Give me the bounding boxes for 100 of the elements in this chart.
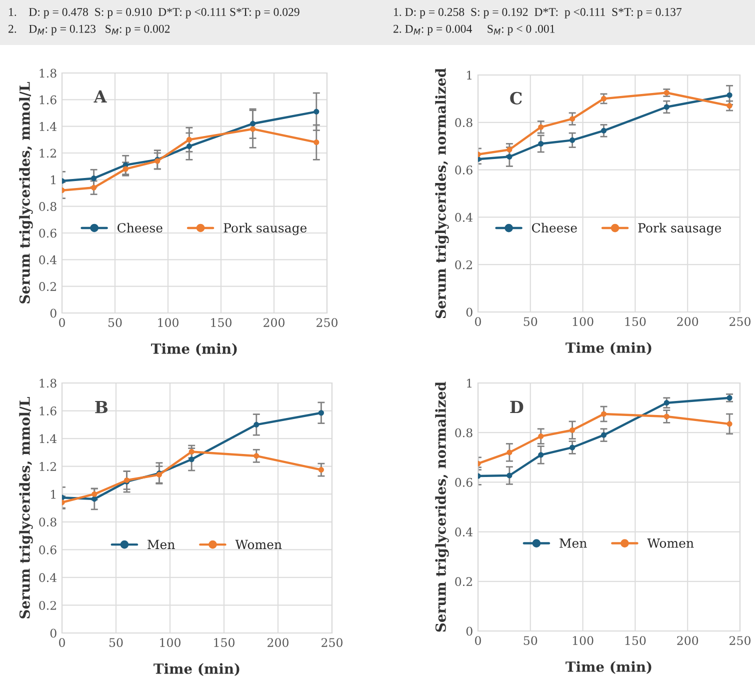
y-tick-label: 0.8 (39, 518, 56, 527)
text: B (95, 401, 108, 414)
y-tick-label: 0.8 (455, 428, 472, 438)
x-tick-label: 200 (268, 638, 288, 647)
point (254, 453, 260, 459)
y-tick-label: 0.2 (39, 600, 56, 610)
y-tick-label: 0.4 (39, 573, 57, 582)
y-tick-label: 0 (50, 308, 56, 318)
point (314, 108, 320, 114)
x-tick-label: 200 (677, 636, 698, 645)
point (538, 140, 544, 147)
point (726, 421, 732, 427)
y-tick-label: 1.8 (40, 68, 56, 78)
point (250, 120, 256, 126)
point (188, 456, 194, 462)
text: 2. D$_{M}$: p = 0.123 S$_{M}$: p = 0.002 (8, 24, 170, 36)
x-tick-label: 0 (475, 317, 481, 326)
x-tick-label: 50 (524, 317, 538, 326)
point (538, 434, 544, 440)
y-axis-title: Serum triglycerides, mmol/L (19, 82, 33, 304)
x-tick-label: 250 (316, 318, 338, 327)
point (600, 411, 607, 417)
x-axis-title: Time (min) (566, 661, 652, 674)
y-tick-label: 0.2 (455, 577, 472, 586)
point (92, 496, 98, 502)
y-tick-label: 1.6 (40, 406, 56, 416)
x-tick-label: 100 (158, 318, 178, 327)
y-tick-label: 0.4 (455, 528, 473, 536)
point (122, 166, 128, 172)
point (570, 137, 576, 143)
point (186, 144, 192, 150)
point (600, 96, 607, 102)
x-tick-label: 50 (524, 636, 538, 645)
y-tick-label: 0 (50, 628, 56, 638)
x-tick-label: 100 (160, 638, 180, 647)
point (506, 146, 512, 152)
legend-label: Women (235, 540, 282, 550)
legend-label: Cheese (118, 222, 162, 233)
point (570, 444, 576, 450)
x-tick-label: 250 (322, 638, 342, 647)
text: 1. D: p = 0.478 S: p = 0.910 D*T: p <0.111 S*T: p = 0.029 (9, 8, 300, 18)
x-tick-label: 0 (59, 318, 65, 327)
y-tick-label: 0.2 (455, 260, 472, 270)
point (538, 452, 544, 458)
y-tick-label: 0.6 (39, 228, 56, 238)
point (250, 126, 256, 132)
x-axis-title: Time (min) (566, 342, 652, 355)
y-tick-label: 0 (466, 308, 472, 317)
point (186, 136, 192, 142)
y-tick-label: 0.8 (455, 118, 472, 128)
y-tick-label: 0.2 (39, 282, 56, 291)
x-tick-label: 200 (264, 318, 284, 327)
x-axis-title: Time (min) (151, 343, 237, 356)
legend-label: Men (560, 538, 587, 548)
point (188, 448, 194, 455)
y-tick-label: 1 (51, 490, 56, 499)
point (570, 427, 576, 433)
point (318, 410, 324, 416)
y-tick-label: 0 (466, 626, 472, 636)
x-tick-label: 250 (730, 317, 750, 326)
x-tick-label: 150 (625, 636, 646, 645)
point (538, 124, 544, 130)
point (91, 184, 97, 190)
x-tick-label: 100 (572, 317, 594, 326)
point (506, 450, 512, 456)
x-tick-label: 150 (625, 317, 646, 326)
y-tick-label: 0.4 (39, 255, 57, 264)
point (726, 92, 732, 98)
y-tick-label: 1 (51, 175, 56, 184)
y-tick-label: 1.2 (40, 462, 56, 471)
y-tick-label: 1.4 (40, 122, 57, 131)
point (664, 400, 670, 406)
point (506, 154, 512, 160)
y-tick-label: 1.4 (40, 434, 57, 444)
x-tick-label: 50 (108, 318, 122, 327)
point (254, 422, 260, 428)
point (600, 432, 607, 438)
x-tick-label: 50 (109, 638, 123, 647)
point (314, 140, 320, 146)
y-tick-label: 0.4 (455, 212, 473, 222)
legend-label: Cheese (532, 222, 577, 233)
point (506, 472, 512, 478)
legend-label: Men (148, 540, 175, 550)
x-tick-label: 150 (214, 638, 234, 647)
legend-label: Women (647, 538, 694, 548)
x-tick-label: 0 (475, 636, 481, 645)
point (318, 467, 324, 473)
y-tick-label: 1.8 (40, 378, 56, 388)
x-tick-label: 0 (59, 638, 65, 647)
text: 1. D: p = 0.258 S: p = 0.192 D*T: p <0.111 S*T: p = 0.137 (394, 8, 682, 18)
x-tick-label: 200 (677, 317, 698, 326)
text: D (510, 400, 524, 414)
point (664, 414, 670, 420)
legend-label: Pork sausage (638, 222, 722, 236)
x-axis-title: Time (min) (154, 663, 240, 676)
point (92, 491, 98, 497)
y-tick-label: 0.6 (455, 478, 472, 487)
y-tick-label: 0.6 (455, 166, 472, 174)
x-tick-label: 150 (211, 318, 232, 327)
y-tick-label: 1.6 (40, 95, 56, 104)
